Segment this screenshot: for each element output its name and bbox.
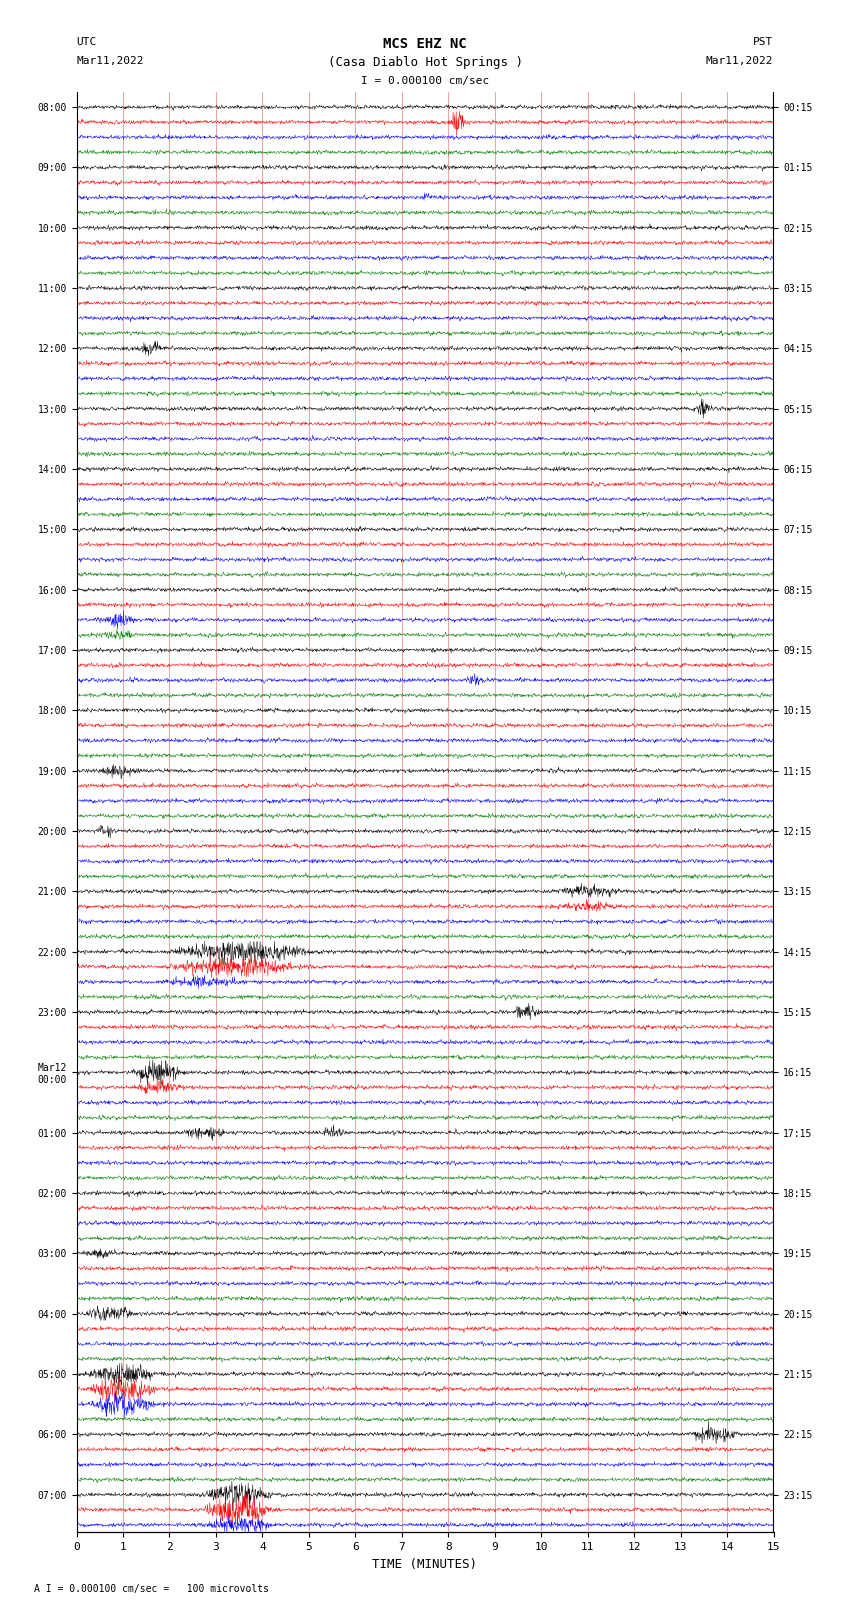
X-axis label: TIME (MINUTES): TIME (MINUTES)	[372, 1558, 478, 1571]
Text: I = 0.000100 cm/sec: I = 0.000100 cm/sec	[361, 76, 489, 85]
Text: MCS EHZ NC: MCS EHZ NC	[383, 37, 467, 52]
Text: A I = 0.000100 cm/sec =   100 microvolts: A I = 0.000100 cm/sec = 100 microvolts	[34, 1584, 269, 1594]
Text: Mar11,2022: Mar11,2022	[76, 56, 144, 66]
Text: UTC: UTC	[76, 37, 97, 47]
Text: (Casa Diablo Hot Springs ): (Casa Diablo Hot Springs )	[327, 56, 523, 69]
Text: PST: PST	[753, 37, 774, 47]
Text: Mar11,2022: Mar11,2022	[706, 56, 774, 66]
